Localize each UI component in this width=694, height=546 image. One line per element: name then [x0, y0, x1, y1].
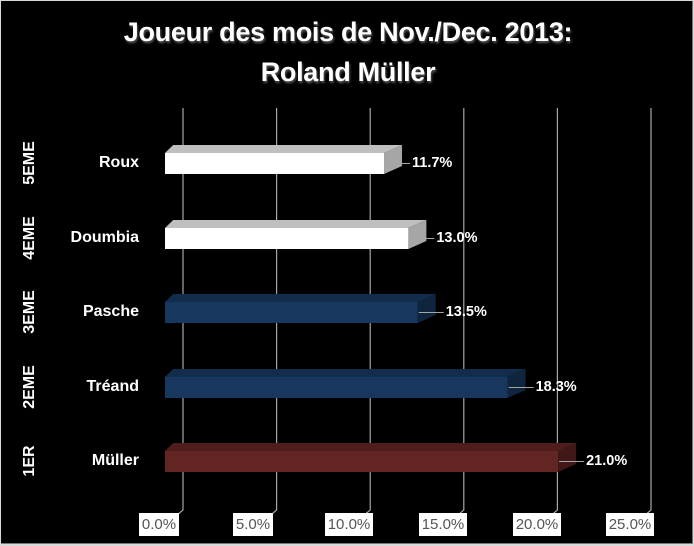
bar-top-face	[165, 145, 403, 153]
category-label: Roux	[99, 153, 139, 171]
data-label: 18.3%	[535, 378, 577, 395]
bar-roux[interactable]	[165, 153, 385, 174]
x-tick-label: 5.0%	[233, 513, 273, 536]
bar-side-face	[408, 220, 427, 249]
data-label: 21.0%	[586, 452, 628, 469]
bar-side-face	[417, 294, 436, 323]
rank-label: 2EME	[21, 364, 38, 409]
bar-top-face	[165, 369, 526, 377]
bar-pasche[interactable]	[165, 302, 418, 323]
category-label: Müller	[91, 451, 139, 469]
x-tick-label: 10.0%	[325, 513, 373, 536]
chart-subtitle: Roland Müller	[260, 57, 436, 87]
x-tick-label: 0.0%	[139, 513, 179, 536]
x-tick-label: 25.0%	[606, 513, 654, 536]
bar-tréand[interactable]	[165, 377, 508, 398]
bar-side-face	[558, 443, 577, 472]
bar-top-face	[165, 294, 436, 302]
bar-side-face	[507, 369, 526, 398]
category-label: Doumbia	[70, 228, 139, 246]
gridline	[627, 108, 652, 531]
data-label: 13.0%	[436, 229, 478, 246]
chart-title: Joueur des mois de Nov./Dec. 2013:	[123, 17, 573, 47]
rank-label: 4EME	[21, 215, 38, 260]
rank-label: 5EME	[21, 140, 38, 185]
rank-label: 1ER	[21, 444, 38, 477]
data-label: 11.7%	[412, 154, 453, 171]
rank-label: 3EME	[21, 289, 38, 334]
category-label: Pasche	[82, 302, 139, 320]
data-label: 13.5%	[445, 303, 487, 320]
bar-side-face	[384, 145, 403, 174]
bar-müller[interactable]	[165, 451, 559, 472]
x-tick-label: 20.0%	[513, 513, 561, 536]
bar-top-face	[165, 443, 577, 451]
category-label: Tréand	[86, 377, 139, 395]
bar-top-face	[165, 220, 427, 228]
bar-doumbia[interactable]	[165, 228, 409, 249]
x-tick-label: 15.0%	[419, 513, 467, 536]
